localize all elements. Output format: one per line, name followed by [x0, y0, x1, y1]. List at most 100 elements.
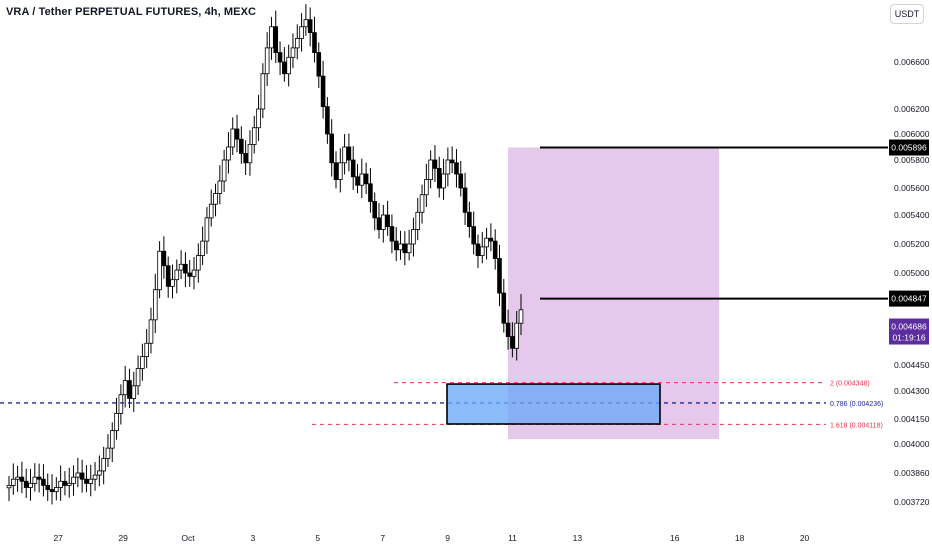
candle[interactable] — [488, 223, 494, 252]
candle[interactable] — [303, 4, 309, 36]
candle[interactable] — [458, 160, 464, 197]
candle[interactable] — [320, 60, 326, 119]
candle[interactable] — [441, 158, 446, 200]
candle[interactable] — [445, 147, 451, 187]
candle[interactable] — [230, 117, 236, 155]
candle[interactable] — [105, 434, 111, 467]
candle[interactable] — [204, 207, 210, 254]
candle[interactable] — [269, 16, 274, 60]
candle[interactable] — [256, 94, 261, 141]
candle[interactable] — [36, 463, 42, 493]
candle[interactable] — [449, 146, 455, 174]
candle[interactable] — [501, 278, 507, 333]
candle[interactable] — [368, 168, 373, 213]
candle[interactable] — [316, 42, 322, 88]
candle[interactable] — [307, 7, 313, 47]
candle[interactable] — [11, 463, 16, 495]
candle[interactable] — [342, 134, 347, 175]
candle[interactable] — [148, 307, 154, 354]
candle[interactable] — [350, 146, 356, 190]
candle[interactable] — [183, 252, 188, 288]
candle[interactable] — [54, 477, 59, 501]
candle[interactable] — [140, 343, 145, 381]
candle[interactable] — [217, 165, 223, 205]
candle[interactable] — [161, 236, 167, 279]
candle[interactable] — [97, 455, 102, 487]
candle[interactable] — [424, 163, 429, 207]
candle[interactable] — [23, 468, 29, 498]
candle[interactable] — [475, 234, 481, 268]
candle[interactable] — [157, 241, 162, 299]
candle[interactable] — [419, 184, 425, 224]
candle[interactable] — [398, 230, 403, 260]
candle[interactable] — [32, 463, 38, 492]
candle[interactable] — [58, 465, 63, 501]
candle[interactable] — [152, 273, 158, 334]
candle[interactable] — [428, 150, 433, 189]
candle[interactable] — [505, 309, 511, 350]
candle[interactable] — [135, 355, 141, 395]
candle[interactable] — [109, 422, 115, 463]
demand-zone-box[interactable] — [446, 383, 661, 425]
candle[interactable] — [264, 32, 270, 86]
candle[interactable] — [187, 259, 193, 287]
candle[interactable] — [372, 192, 378, 231]
candle[interactable] — [346, 133, 352, 172]
candle[interactable] — [432, 145, 438, 183]
candle[interactable] — [471, 211, 476, 255]
candle[interactable] — [462, 172, 468, 225]
candle[interactable] — [436, 156, 442, 198]
candle[interactable] — [75, 457, 81, 488]
candle[interactable] — [131, 371, 137, 412]
currency-button[interactable]: USDT — [890, 4, 924, 24]
candle[interactable] — [467, 201, 472, 238]
candle[interactable] — [66, 467, 72, 498]
candle[interactable] — [325, 97, 330, 144]
candle[interactable] — [510, 322, 515, 358]
candle[interactable] — [329, 119, 334, 177]
candle[interactable] — [15, 465, 20, 492]
candle[interactable] — [484, 227, 489, 260]
candle[interactable] — [239, 126, 244, 164]
candle[interactable] — [389, 214, 395, 254]
candle[interactable] — [41, 464, 46, 497]
candle[interactable] — [497, 244, 502, 307]
candle[interactable] — [363, 162, 369, 195]
candle[interactable] — [174, 259, 180, 294]
candle[interactable] — [6, 475, 12, 502]
candle[interactable] — [118, 384, 124, 425]
candle[interactable] — [337, 148, 343, 193]
candle[interactable] — [290, 33, 296, 69]
candle[interactable] — [294, 24, 300, 60]
candle[interactable] — [251, 115, 257, 154]
candle[interactable] — [415, 197, 421, 241]
candle[interactable] — [234, 114, 240, 153]
candle[interactable] — [49, 474, 55, 505]
candle[interactable] — [376, 203, 382, 239]
candle[interactable] — [122, 365, 128, 408]
candle[interactable] — [247, 130, 253, 176]
candle[interactable] — [282, 47, 287, 82]
candle[interactable] — [333, 151, 339, 189]
candle[interactable] — [243, 140, 248, 176]
candle[interactable] — [79, 459, 85, 493]
candle[interactable] — [411, 217, 416, 257]
candle[interactable] — [196, 243, 201, 283]
candle[interactable] — [355, 164, 360, 194]
candle[interactable] — [479, 231, 485, 264]
candle[interactable] — [226, 132, 231, 174]
candle[interactable] — [514, 310, 519, 361]
candle[interactable] — [208, 189, 214, 227]
candle[interactable] — [385, 200, 390, 236]
candle[interactable] — [28, 468, 33, 501]
candle[interactable] — [101, 446, 106, 485]
candle[interactable] — [19, 461, 25, 494]
candle[interactable] — [393, 227, 399, 262]
candle[interactable] — [518, 294, 524, 336]
candle[interactable] — [299, 13, 304, 52]
candle[interactable] — [45, 473, 51, 501]
candle[interactable] — [62, 471, 68, 496]
candle[interactable] — [92, 462, 98, 491]
candle[interactable] — [178, 250, 184, 280]
